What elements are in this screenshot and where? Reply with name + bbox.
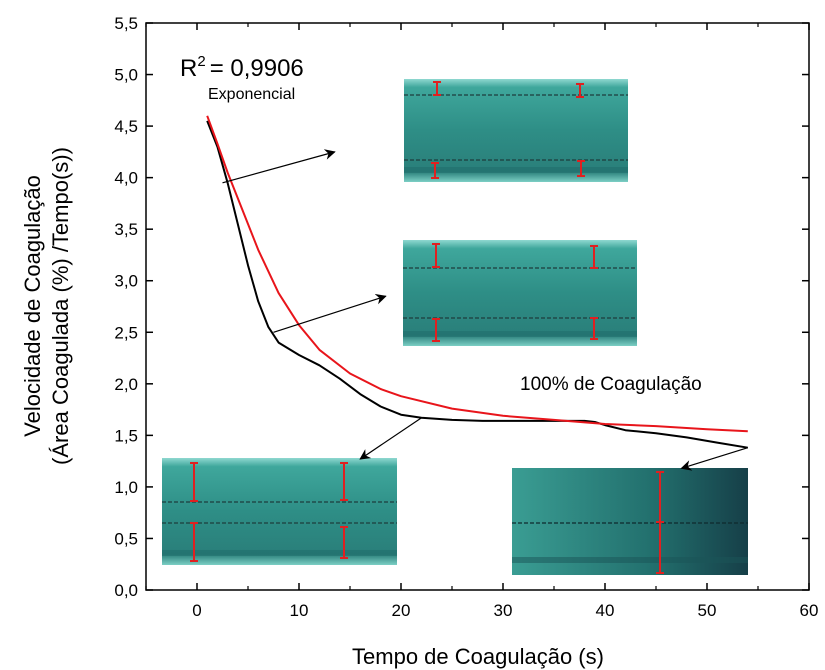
y-tick-label: 0,5 [114,529,138,548]
y-tick-label: 3,0 [114,272,138,291]
y-tick-label: 4,0 [114,169,138,188]
arrow-to-inset-bottom-left [359,417,422,460]
r2-superscript: 2 [197,53,205,70]
inset-top-right [404,79,628,182]
y-tick-label: 5,0 [114,66,138,85]
y-tick-label: 5,5 [114,14,138,33]
x-tick-label: 30 [494,601,513,620]
y-tick-label: 2,0 [114,375,138,394]
y-tick-label: 1,5 [114,426,138,445]
y-axis-title-line2: (Área Coagulada (%) /Tempo(s)) [48,147,73,465]
inset-middle-right [403,240,637,346]
x-tick-label: 0 [192,601,201,620]
arrow-to-inset-middle-right [273,294,387,333]
plot-frame [145,22,810,591]
arrow-layer [222,149,748,471]
y-tick-label: 0,0 [114,581,138,600]
y-tick-label: 1,0 [114,478,138,497]
fit-type-label: Exponencial [208,86,295,103]
arrow-to-inset-top-right [222,149,336,184]
y-axis-title-line1: Velocidade de Coagulação [20,175,45,437]
x-tick-label: 10 [290,601,309,620]
series-line-exponential-fit [206,115,748,433]
y-tick-label: 2,5 [114,323,138,342]
series-line-experimental [206,120,748,449]
y-axis-ticks: 0,0 0,5 1,0 1,5 2,0 2,5 3,0 3,5 4,0 4,5 5,0 5,5 [114,14,809,600]
full-coagulation-label: 100% de Coagulação [520,374,702,395]
x-axis-ticks: 0 10 20 30 40 50 60 [145,23,819,620]
x-axis-title: Tempo de Coagulação (s) [352,644,604,669]
x-tick-label: 60 [800,601,819,620]
y-tick-label: 4,5 [114,117,138,136]
arrow-to-inset-bottom-right [680,447,748,471]
x-tick-label: 40 [596,601,615,620]
inset-bottom-left [162,458,397,565]
series-layer [206,115,748,449]
x-tick-label: 50 [698,601,717,620]
x-tick-label: 20 [392,601,411,620]
r2-base: R [180,55,197,82]
r2-value: = 0,9906 [210,55,304,82]
y-tick-label: 3,5 [114,220,138,239]
inset-bottom-right [512,468,748,575]
r2-annotation: R2 = 0,9906 [180,53,304,82]
